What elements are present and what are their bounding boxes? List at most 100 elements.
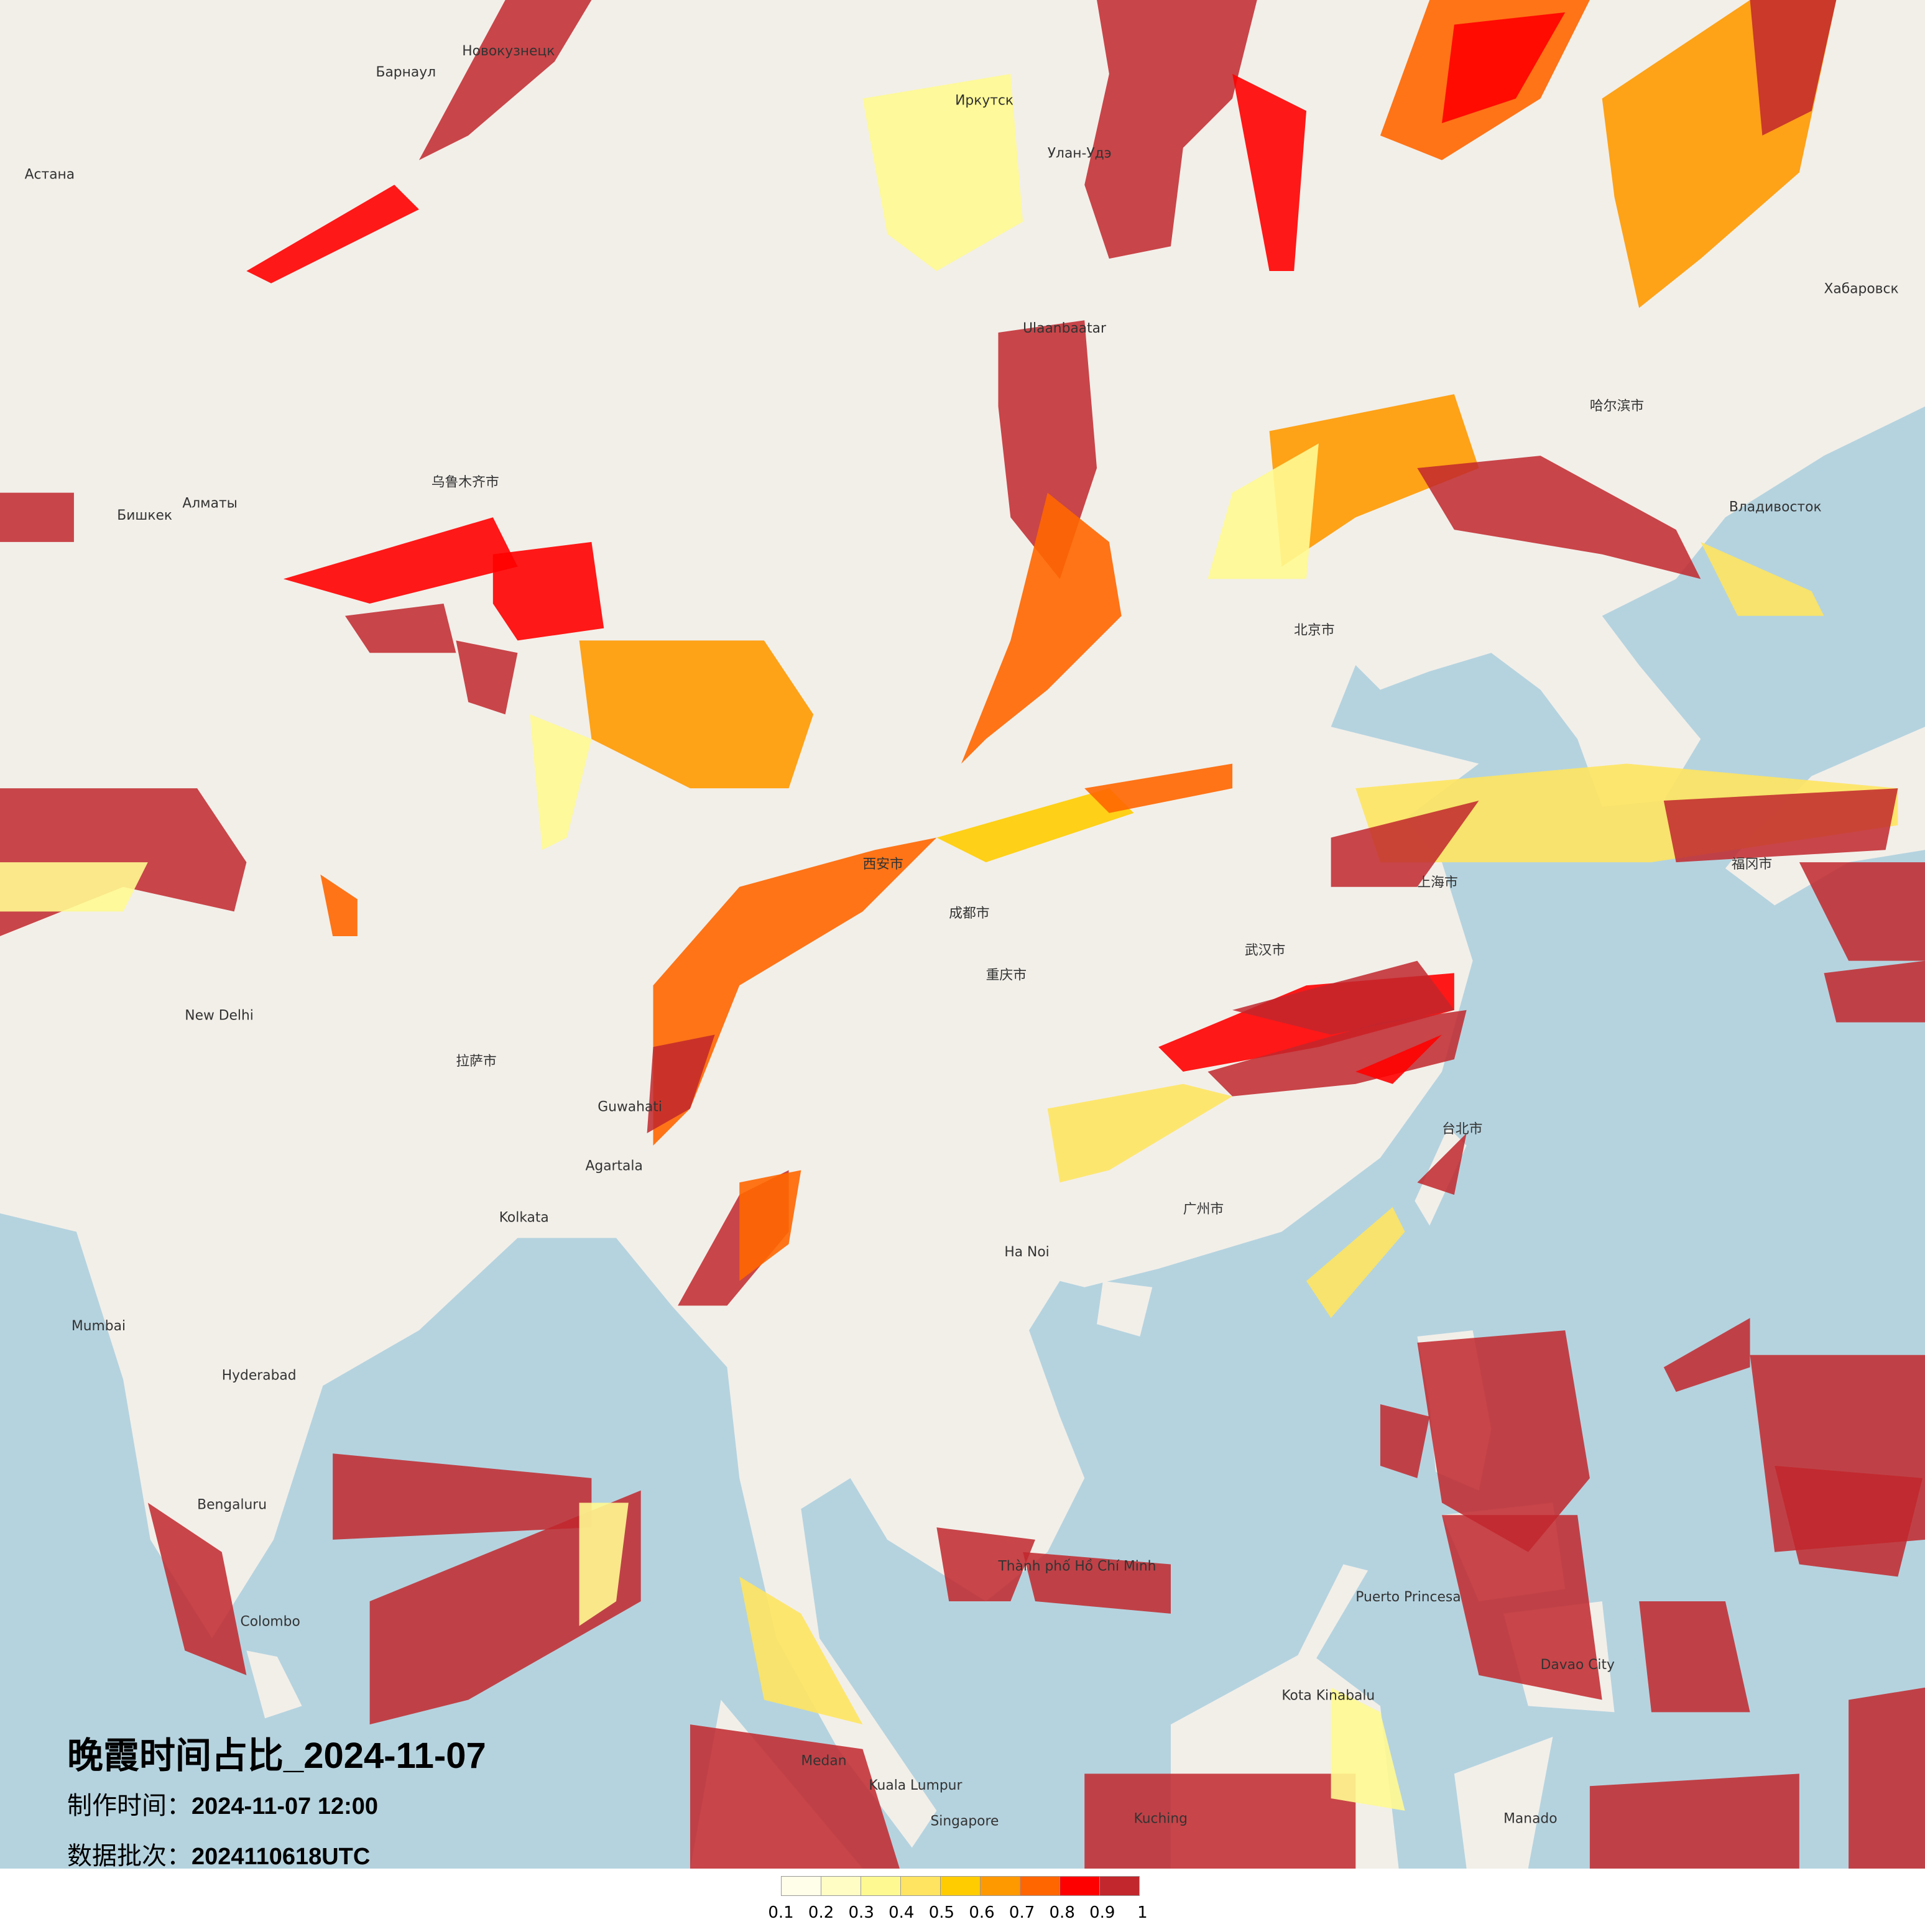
heatmap-map[interactable]: Астана Алматы Бишкек Барнаул Новокузнецк Ирку… [0,0,1925,1869]
legend-labels: 0.1 0.2 0.3 0.4 0.5 0.6 0.7 0.8 0.9 1 [766,1903,1176,1928]
heat-region-25 [653,837,937,1146]
heat-region-1 [1232,73,1306,271]
heat-region-52 [1417,1330,1590,1552]
heat-region-58 [1849,1687,1925,1869]
heat-region-14 [1207,443,1319,579]
legend-swatch [1020,1876,1060,1896]
made-time-value: 2024-11-07 12:00 [192,1793,379,1819]
heat-region-39 [739,1170,801,1281]
legend-tick: 0.5 [928,1903,955,1922]
heat-region-26 [647,1034,715,1134]
city-label: Kuala Lumpur [869,1778,962,1793]
legend-tick: 0.2 [808,1903,834,1922]
heat-region-27 [936,788,1134,863]
heat-region-51 [1331,1687,1405,1811]
heat-layer [0,0,1925,1869]
heat-region-18 [456,640,518,715]
land-palawan [1294,1564,1369,1675]
city-label: Colombo [241,1614,300,1630]
city-label: Kolkata [499,1210,549,1226]
city-label: 武汉市 [1245,943,1285,959]
heat-region-15 [283,517,518,604]
legend-swatch [980,1876,1020,1896]
city-label: 福冈市 [1732,857,1772,872]
legend-swatch [1059,1876,1100,1896]
city-label: Davao City [1541,1657,1615,1673]
land-hainan [1097,1281,1153,1336]
city-label: Manado [1503,1811,1557,1827]
city-label: Барнаул [376,65,436,80]
city-label: 西安市 [862,857,903,872]
city-label: Алматы [182,495,238,511]
city-label: New Delhi [185,1008,254,1024]
heat-region-60 [1663,1318,1750,1392]
heat-region-28 [1084,763,1233,813]
heat-region-10 [961,492,1122,764]
legend-swatch [1099,1876,1140,1896]
legend-tick: 0.4 [889,1903,915,1922]
heat-region-37 [1047,1083,1233,1183]
map-title: 晚霞时间占比_2024-11-07 [67,1736,486,1776]
heat-region-31 [1663,788,1898,863]
heat-region-32 [1799,862,1925,961]
legend-swatch [781,1876,821,1896]
heat-region-40 [1355,1034,1443,1084]
city-label: Ha Noi [1004,1244,1049,1260]
data-batch: 数据批次：2024110618UTC [67,1834,486,1879]
data-batch-label: 数据批次： [67,1842,192,1870]
city-label: Puerto Princesa [1355,1589,1461,1605]
land-sri-lanka [246,1650,302,1719]
city-label: Agartala [585,1158,642,1174]
city-label: Владивосток [1729,499,1822,515]
heat-region-59 [1306,1207,1405,1318]
made-time-label: 制作时间： [67,1792,192,1820]
heat-region-41 [1417,1133,1467,1195]
city-label: Kota Kinabalu [1281,1688,1375,1704]
city-label: Ulaanbaatar [1023,321,1106,336]
city-label: Thành phố Hồ Chí Minh [997,1558,1156,1574]
city-label: Guwahati [598,1099,662,1115]
legend-swatch [940,1876,981,1896]
heat-region-44 [579,1502,629,1626]
heat-region-7 [418,0,592,160]
city-label: Kuching [1134,1811,1188,1827]
heat-region-2 [862,73,1023,271]
heat-region-47 [1023,1552,1171,1614]
city-label: Singapore [930,1814,999,1829]
heat-region-57 [1589,1773,1799,1869]
legend-tick: 0.7 [1009,1903,1035,1922]
heat-region-46 [690,1724,900,1869]
heat-region-50 [1084,1773,1356,1869]
heat-region-53 [1442,1515,1602,1700]
heat-region-23 [0,862,148,912]
city-label: Mumbai [72,1318,126,1334]
heat-region-13 [1701,541,1824,616]
land-sulawesi [1454,1736,1553,1869]
city-label: 台北市 [1442,1121,1482,1137]
heat-region-56 [1639,1601,1750,1713]
made-time: 制作时间：2024-11-07 12:00 [67,1784,486,1828]
heat-region-19 [579,640,814,789]
city-label: 上海市 [1417,875,1457,891]
legend-tick: 0.6 [969,1903,995,1922]
heat-region-45 [147,1502,247,1675]
city-label: Иркутск [955,93,1013,108]
city-label: 哈尔滨市 [1590,398,1644,414]
city-label: 乌鲁木齐市 [432,475,499,490]
heat-region-8 [246,185,419,283]
heat-region-11 [1269,394,1479,567]
legend-tick: 0.3 [848,1903,874,1922]
legend-tick: 1 [1137,1903,1148,1922]
heat-region-21 [0,492,74,542]
heat-region-17 [492,541,604,641]
city-label: Хабаровск [1824,282,1898,297]
city-label: Бишкек [117,508,172,523]
color-legend [781,1876,1140,1896]
city-label: Астана [25,167,75,182]
heat-region-20 [530,714,592,850]
heat-region-42 [333,1453,592,1540]
legend-swatch [861,1876,901,1896]
legend-tick: 0.1 [768,1903,794,1922]
city-label: Новокузнецк [462,44,555,59]
city-label: 成都市 [949,906,989,921]
